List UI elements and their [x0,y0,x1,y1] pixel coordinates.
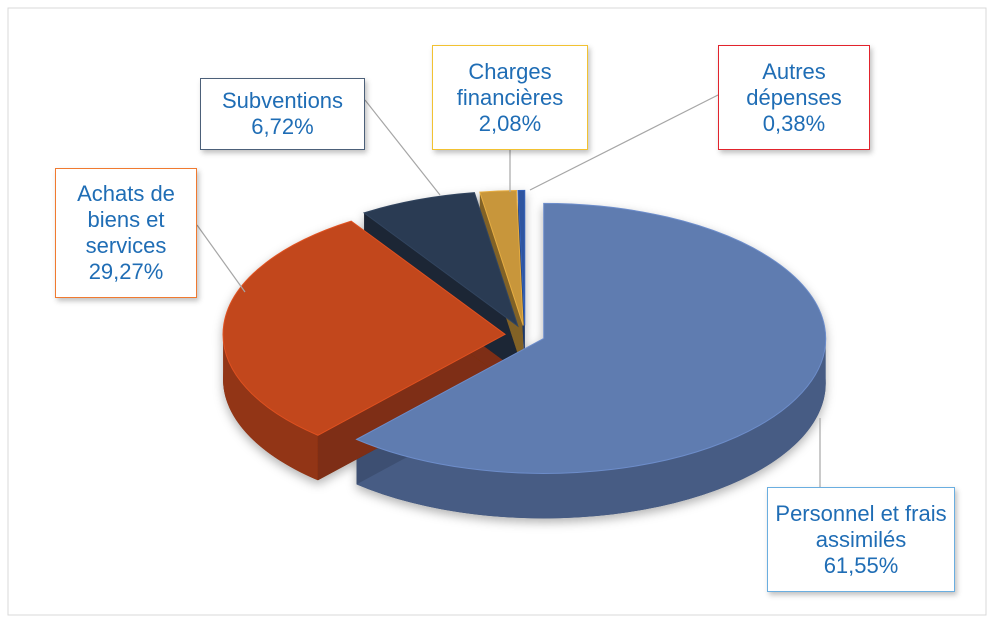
slice [355,202,827,474]
slice-side [356,338,826,519]
value-label: 0,38% [762,110,826,136]
data-label: Achats de biens et services 29,27% [55,168,197,298]
value-label: 29,27% [88,259,164,284]
slice-cut [317,334,506,481]
slice [222,220,506,436]
slice [517,189,526,326]
leader-line [529,94,719,191]
category-label: Subventions [221,88,344,113]
value-label: 61,55% [823,552,899,578]
category-label: Autres dépenses [746,58,842,110]
data-label: Charges financières 2,08% [432,45,588,150]
pie [222,189,827,519]
leader-line [364,99,441,196]
data-label: Personnel et frais assimilés 61,55% [767,487,955,592]
value-label: 6,72% [251,114,314,139]
data-label: Autres dépenses 0,38% [718,45,870,150]
slice-side [223,334,318,481]
slice [479,189,524,326]
category-label: Achats de biens et services [77,181,175,258]
data-label: Subventions 6,72% [200,78,365,150]
category-label: Personnel et frais assimilés [775,500,947,552]
value-label: 2,08% [478,110,542,136]
leader-line [196,224,246,293]
category-label: Charges financières [456,58,564,110]
slice [362,192,519,328]
